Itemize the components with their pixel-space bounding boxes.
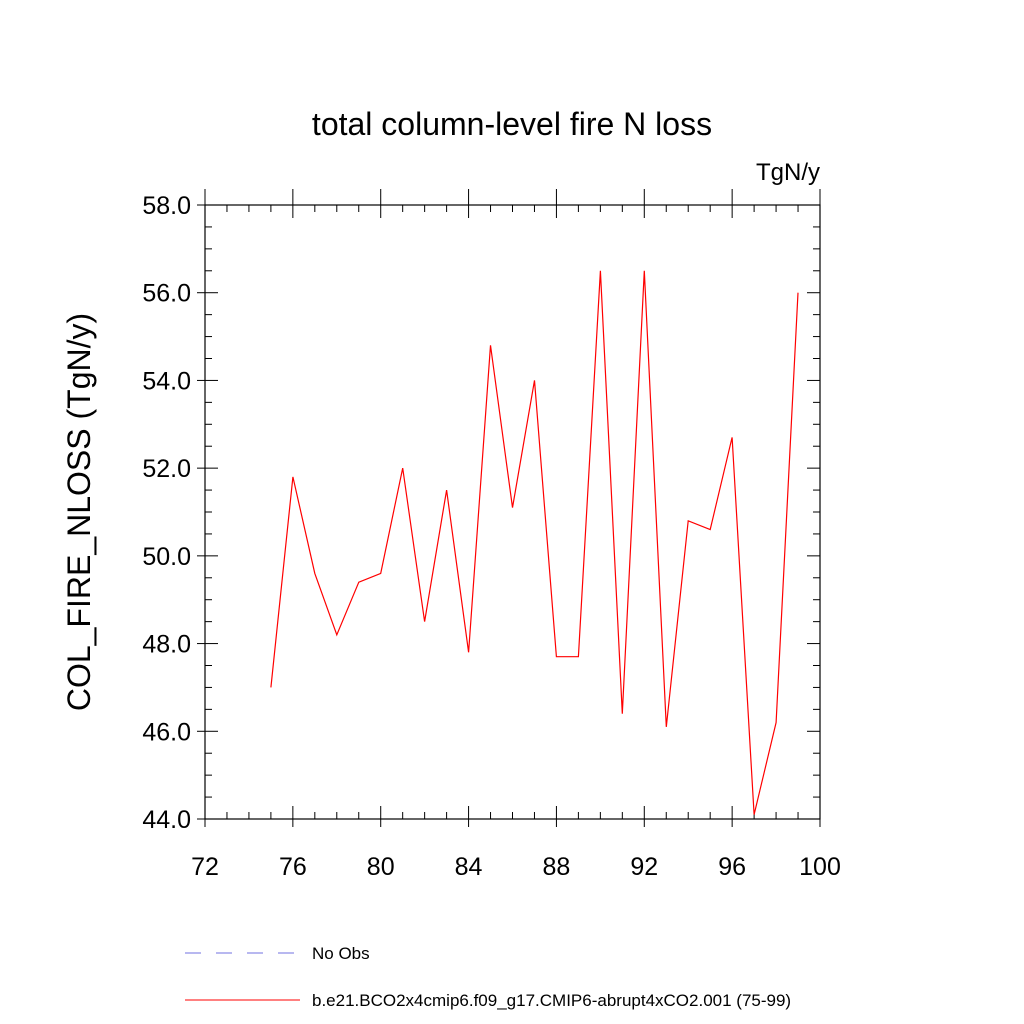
chart-title: total column-level fire N loss bbox=[312, 106, 712, 142]
x-tick-label: 72 bbox=[191, 853, 219, 881]
legend: No Obs b.e21.BCO2x4cmip6.f09_g17.CMIP6-a… bbox=[185, 944, 791, 1010]
series-group bbox=[270, 270, 799, 815]
units-label: TgN/y bbox=[756, 159, 820, 186]
y-tick-label: 44.0 bbox=[142, 806, 191, 834]
y-tick-label: 56.0 bbox=[142, 280, 191, 308]
x-tick-label: 88 bbox=[543, 853, 571, 881]
x-tick-label: 76 bbox=[279, 853, 307, 881]
legend-no-obs-label: No Obs bbox=[312, 944, 370, 963]
y-tick-label: 54.0 bbox=[142, 367, 191, 395]
legend-series-label: b.e21.BCO2x4cmip6.f09_g17.CMIP6-abrupt4x… bbox=[312, 991, 791, 1010]
y-tick-label: 58.0 bbox=[142, 192, 191, 220]
x-axis-ticks: 72 76 80 84 88 92 96 100 bbox=[191, 189, 841, 881]
x-tick-label: 80 bbox=[367, 853, 395, 881]
series-line bbox=[270, 270, 799, 815]
x-tick-label: 84 bbox=[455, 853, 483, 881]
x-tick-label: 96 bbox=[718, 853, 746, 881]
y-axis-label: COL_FIRE_NLOSS (TgN/y) bbox=[61, 313, 97, 711]
y-tick-label: 52.0 bbox=[142, 455, 191, 483]
y-axis-ticks: 44.0 46.0 48.0 50.0 52.0 54.0 56.0 58.0 bbox=[142, 192, 820, 834]
y-tick-label: 50.0 bbox=[142, 543, 191, 571]
y-tick-label: 48.0 bbox=[142, 631, 191, 659]
y-tick-label: 46.0 bbox=[142, 718, 191, 746]
plot-frame bbox=[204, 204, 821, 820]
x-tick-label: 92 bbox=[630, 853, 658, 881]
x-tick-label: 100 bbox=[799, 853, 841, 881]
